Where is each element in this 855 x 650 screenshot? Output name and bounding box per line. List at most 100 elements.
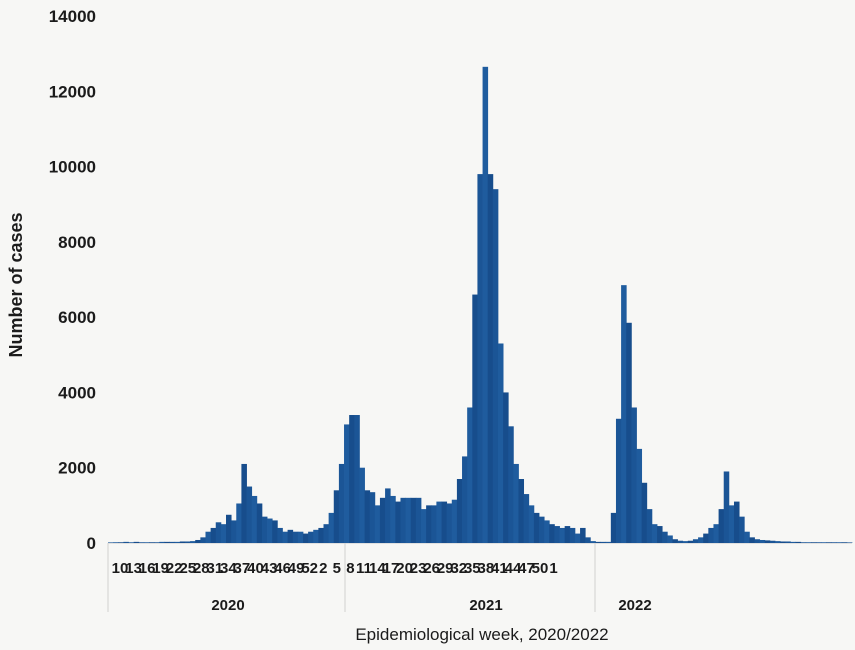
bar [354,415,360,543]
bar [826,542,832,543]
x-tick-label: 1 [549,560,557,577]
bar [385,488,391,543]
bar [138,542,145,543]
bar [636,448,643,543]
bars-group [108,66,853,543]
x-tick-label: 23 [410,560,427,577]
bar [143,542,150,543]
bar [518,479,525,543]
x-tick-label: 47 [518,560,535,577]
bar [149,542,155,543]
bar [164,541,170,543]
x-axis-label: Epidemiological week, 2020/2022 [355,625,608,644]
x-tick-label: 29 [437,560,454,577]
bar [113,542,119,543]
bar [713,524,719,543]
y-tick-label: 6000 [58,308,96,327]
bar [503,392,509,543]
x-tick-label: 8 [346,560,354,577]
x-tick-label: 17 [383,560,400,577]
bar [446,503,453,543]
y-tick-label: 2000 [58,459,96,478]
bar [559,527,566,543]
bar [626,322,632,543]
bar [605,541,612,543]
bar [292,531,299,543]
bar [780,541,786,543]
bar [569,527,576,543]
bar [169,541,176,543]
bar [195,539,201,543]
bar [236,503,242,543]
bar [528,505,535,543]
x-tick-label: 41 [491,560,508,577]
x-tick-label: 25 [179,560,196,577]
x-tick-label: 28 [193,560,210,577]
bar [246,486,253,543]
bar [544,520,550,543]
bar [302,533,309,543]
bar [775,541,781,543]
bar [615,418,622,543]
bar [436,501,442,543]
bar [364,490,371,543]
bar [821,542,827,543]
bar [472,294,478,543]
bar [846,542,853,543]
bar [220,524,227,543]
bar [677,540,684,543]
bar [420,509,427,543]
bar [816,542,822,543]
bar [390,495,396,543]
bar [810,542,817,543]
bar [441,501,448,543]
x-tick-label: 13 [125,560,142,577]
bar [349,415,355,543]
x-tick-label: 19 [152,560,169,577]
bar [282,531,288,543]
bar [241,463,247,543]
bar [333,490,340,543]
bar [154,542,160,543]
bar [590,541,596,543]
bar [344,424,350,543]
x-tick-label: 40 [247,560,264,577]
x-tick-label: 10 [112,560,129,577]
bar [190,541,196,543]
year-label: 2022 [618,597,651,614]
bar [267,518,273,543]
y-tick-label: 4000 [58,383,96,402]
bar [610,512,617,543]
y-tick-label: 0 [87,534,96,553]
bar [759,539,766,543]
bar [369,492,376,543]
bar [256,503,263,543]
bar [508,426,514,543]
bar [631,407,637,543]
bar [108,542,114,543]
bar [318,527,324,543]
bar [692,539,699,543]
bar [574,533,581,543]
bar [277,527,283,543]
bar [492,189,499,543]
bar [728,505,735,543]
bar [703,533,709,543]
bar [790,541,796,543]
bar [687,540,694,543]
bar [708,527,714,543]
x-tick-label: 2 [319,560,327,577]
bar [338,463,345,543]
year-label: 2021 [469,597,502,614]
bar [585,537,591,543]
bar [621,285,627,543]
bar [698,537,704,543]
bar [426,505,432,543]
bar [769,540,776,543]
bar [785,541,791,543]
bar [497,343,504,543]
x-tick-label: 14 [369,560,386,577]
bar [118,542,124,543]
y-axis-label: Number of cases [6,212,26,357]
